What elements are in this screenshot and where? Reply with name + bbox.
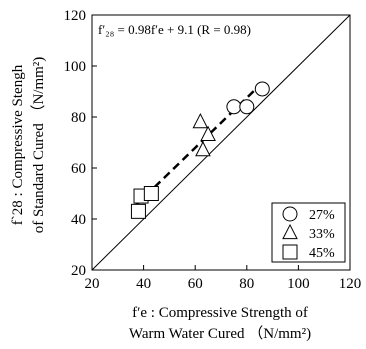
legend-marker-circle	[282, 206, 298, 222]
legend-label: 33%	[309, 227, 335, 242]
x-tick-label: 20	[85, 276, 100, 292]
x-tick-label: 60	[188, 276, 203, 292]
data-point-circle	[239, 99, 255, 115]
legend: 27% 33% 45%	[271, 202, 346, 263]
data-point-square	[130, 203, 146, 219]
legend-marker-square	[282, 244, 298, 260]
plot-frame	[91, 14, 351, 271]
legend-label: 45%	[309, 246, 335, 261]
data-point-square	[143, 186, 159, 201]
data-point-triangle	[200, 125, 216, 141]
x-tick-label: 80	[239, 276, 254, 292]
x-tick-label: 40	[136, 276, 151, 292]
y-tick-label: 80	[71, 110, 86, 126]
y-axis-label-line-2: of Standard Cured （N/mm²)	[30, 57, 47, 234]
x-axis-label-line-2: Warm Water Cured （N/mm²)	[129, 325, 311, 342]
data-point-triangle	[192, 112, 209, 129]
legend-marker-triangle	[282, 223, 298, 240]
y-tick-label: 40	[71, 212, 86, 228]
y-tick-label: 60	[71, 161, 86, 177]
y-tick-label: 120	[64, 8, 87, 24]
x-tick-label: 100	[287, 276, 310, 292]
data-point-circle	[226, 99, 242, 115]
data-point-circle	[254, 81, 270, 97]
x-axis-label-line-1: f′e : Compressive Strength of	[132, 305, 308, 321]
y-axis-label-line-1: fˋ28 : Compressive Stengh	[10, 64, 26, 225]
legend-label: 27%	[309, 208, 335, 223]
x-tick-label: 120	[339, 276, 362, 292]
plot-area: 20 40 60 80 100 120 20 40 60 80 100 120	[64, 8, 362, 292]
reference-line	[91, 14, 351, 271]
y-tick-label: 100	[64, 59, 87, 75]
y-tick-label: 20	[71, 263, 86, 279]
data-point-triangle	[195, 141, 211, 157]
regression-equation: f′₂₈ = 0.98f′e + 9.1 (R = 0.98)	[98, 22, 251, 37]
